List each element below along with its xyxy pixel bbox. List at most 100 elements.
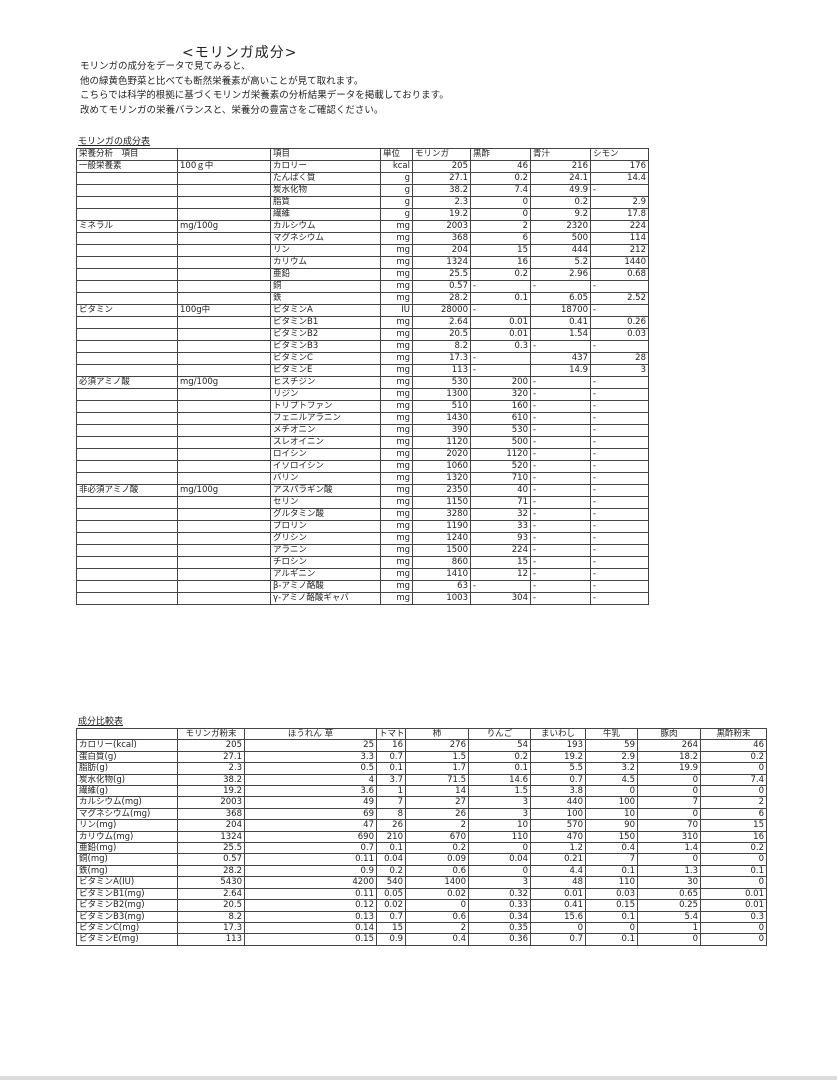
table-cell: 28000 xyxy=(412,304,471,317)
table-cell: - xyxy=(530,496,591,509)
table-cell: 3.6 xyxy=(244,785,377,798)
table-cell: 2.3 xyxy=(412,196,471,209)
table-cell: 1 xyxy=(376,785,406,798)
table-row: マグネシウム mg 368 6 500 114 xyxy=(76,232,649,245)
table-cell: mg xyxy=(380,436,413,449)
table-cell xyxy=(177,412,271,425)
table-cell: - xyxy=(530,448,591,461)
table-cell xyxy=(177,172,271,185)
table-cell: - xyxy=(590,532,649,545)
table-cell: 440 xyxy=(530,796,586,809)
table-cell: - xyxy=(530,544,591,557)
table-cell: 0.11 xyxy=(244,853,377,866)
table-row: フェニルアラニン mg 1430 610- - xyxy=(76,412,649,425)
table-cell: 2.64 xyxy=(412,316,471,329)
table-cell: 368 xyxy=(177,807,245,821)
table-cell: 0.14 xyxy=(244,921,377,935)
table-cell: ビタミンB2 xyxy=(270,328,381,341)
header-cell: トマト xyxy=(376,727,406,741)
table-row: チロシン mg 860 15- - xyxy=(76,556,649,569)
table-row: ロイシン mg 2020 1120- - xyxy=(76,448,649,461)
table-cell: ビタミン xyxy=(76,304,178,317)
table-row: 一般栄養素 100ｇ中 カロリー kcal 205 46 216 176 xyxy=(76,160,649,173)
table-cell: 224 xyxy=(470,544,531,557)
table-cell: 0.02 xyxy=(405,887,469,901)
table-cell: 110 xyxy=(585,876,638,889)
table-cell: 113 xyxy=(177,933,245,946)
table-row: 脂肪(g) 2.3 0.5 0.1 1.7 0.1 5.5 3.2 19.9 0 xyxy=(76,762,767,775)
table-cell: スレオイニン xyxy=(270,436,381,449)
table-cell xyxy=(76,496,178,509)
table-cell: - xyxy=(590,412,649,425)
table-cell: 0 xyxy=(700,762,767,775)
comparison-table-caption: 成分比較表 xyxy=(78,717,124,727)
table-cell: 2.64 xyxy=(177,887,245,901)
table-cell: - xyxy=(530,340,591,353)
table-cell: mg xyxy=(380,340,413,353)
table-cell: 0 xyxy=(470,196,531,209)
table-cell xyxy=(76,460,178,473)
table-cell: 0.26 xyxy=(590,316,649,329)
page-edge xyxy=(0,1076,837,1080)
table-cell: 860 xyxy=(412,556,471,569)
table-cell: 19.2 xyxy=(412,208,471,221)
table-cell: 0.1 xyxy=(585,933,638,946)
table-cell xyxy=(76,448,178,461)
table-cell: 93 xyxy=(470,532,531,545)
table-row: ビタミンA(IU) 5430 4200 540 1400 3 48 110 30 0 xyxy=(76,876,767,889)
table-cell: 0.6 xyxy=(405,910,469,923)
table-cell xyxy=(76,544,178,557)
table-cell: 0.01 xyxy=(470,328,531,341)
table-cell: 10 xyxy=(585,807,638,821)
table-cell: 1120 xyxy=(470,448,531,461)
header-cell: 黒酢 xyxy=(470,148,531,161)
table-cell: カロリー xyxy=(270,160,381,173)
table-cell: 銅 xyxy=(270,280,381,293)
table-cell: 150 xyxy=(585,830,638,844)
table-cell: 59 xyxy=(585,739,638,752)
table-cell: - xyxy=(590,508,649,521)
table-cell: チロシン xyxy=(270,556,381,569)
table-cell: mg xyxy=(380,232,413,245)
table-cell: 38.2 xyxy=(177,773,245,787)
table-cell: - xyxy=(590,400,649,413)
table-cell: mg xyxy=(380,556,413,569)
table-cell xyxy=(76,424,178,437)
table-cell: リン(mg) xyxy=(76,819,178,832)
table-cell: 鉄 xyxy=(270,292,381,305)
table-cell: 1320 xyxy=(412,472,471,485)
table-cell: 2.96 xyxy=(530,268,591,281)
table-row: 繊維 g 19.2 0 9.2 17.8 xyxy=(76,208,649,221)
table-cell: 7 xyxy=(637,796,701,809)
table-cell: mg xyxy=(380,352,413,365)
table-cell: 炭水化物 xyxy=(270,184,381,197)
table-cell: 1324 xyxy=(177,830,245,844)
table-cell: 3 xyxy=(468,796,531,809)
table-cell: 0 xyxy=(700,853,767,866)
table-cell xyxy=(177,316,271,329)
header-cell: りんご xyxy=(468,727,531,741)
table-cell: - xyxy=(590,304,649,317)
table-cell: 71 xyxy=(470,496,531,509)
table-row: たんぱく質 g 27.1 0.2 24.1 14.4 xyxy=(76,172,649,185)
table-cell: 520 xyxy=(470,460,531,473)
table-cell xyxy=(76,412,178,425)
table-cell: 100 xyxy=(585,796,638,809)
table-cell: 5.5 xyxy=(530,762,586,775)
table-cell: 28.2 xyxy=(177,864,245,878)
table-row: プロリン mg 1190 33- - xyxy=(76,520,649,533)
table-cell: 14.6 xyxy=(468,773,531,787)
table-cell: 0.1 xyxy=(470,292,531,305)
table-cell xyxy=(76,556,178,569)
table-cell: 304 xyxy=(470,592,531,605)
table-cell: 25 xyxy=(244,739,377,752)
table-cell: 610 xyxy=(470,412,531,425)
table-cell: 0.15 xyxy=(244,933,377,946)
table-cell: ロイシン xyxy=(270,448,381,461)
table-cell: 脂質 xyxy=(270,196,381,209)
table-cell: 2.9 xyxy=(590,196,649,209)
table-row: カルシウム(mg) 2003 49 7 27 3 440 100 7 2 xyxy=(76,796,767,809)
table-cell: 0.33 xyxy=(468,899,531,912)
table-cell: 0.4 xyxy=(585,842,638,855)
table-cell xyxy=(177,388,271,401)
